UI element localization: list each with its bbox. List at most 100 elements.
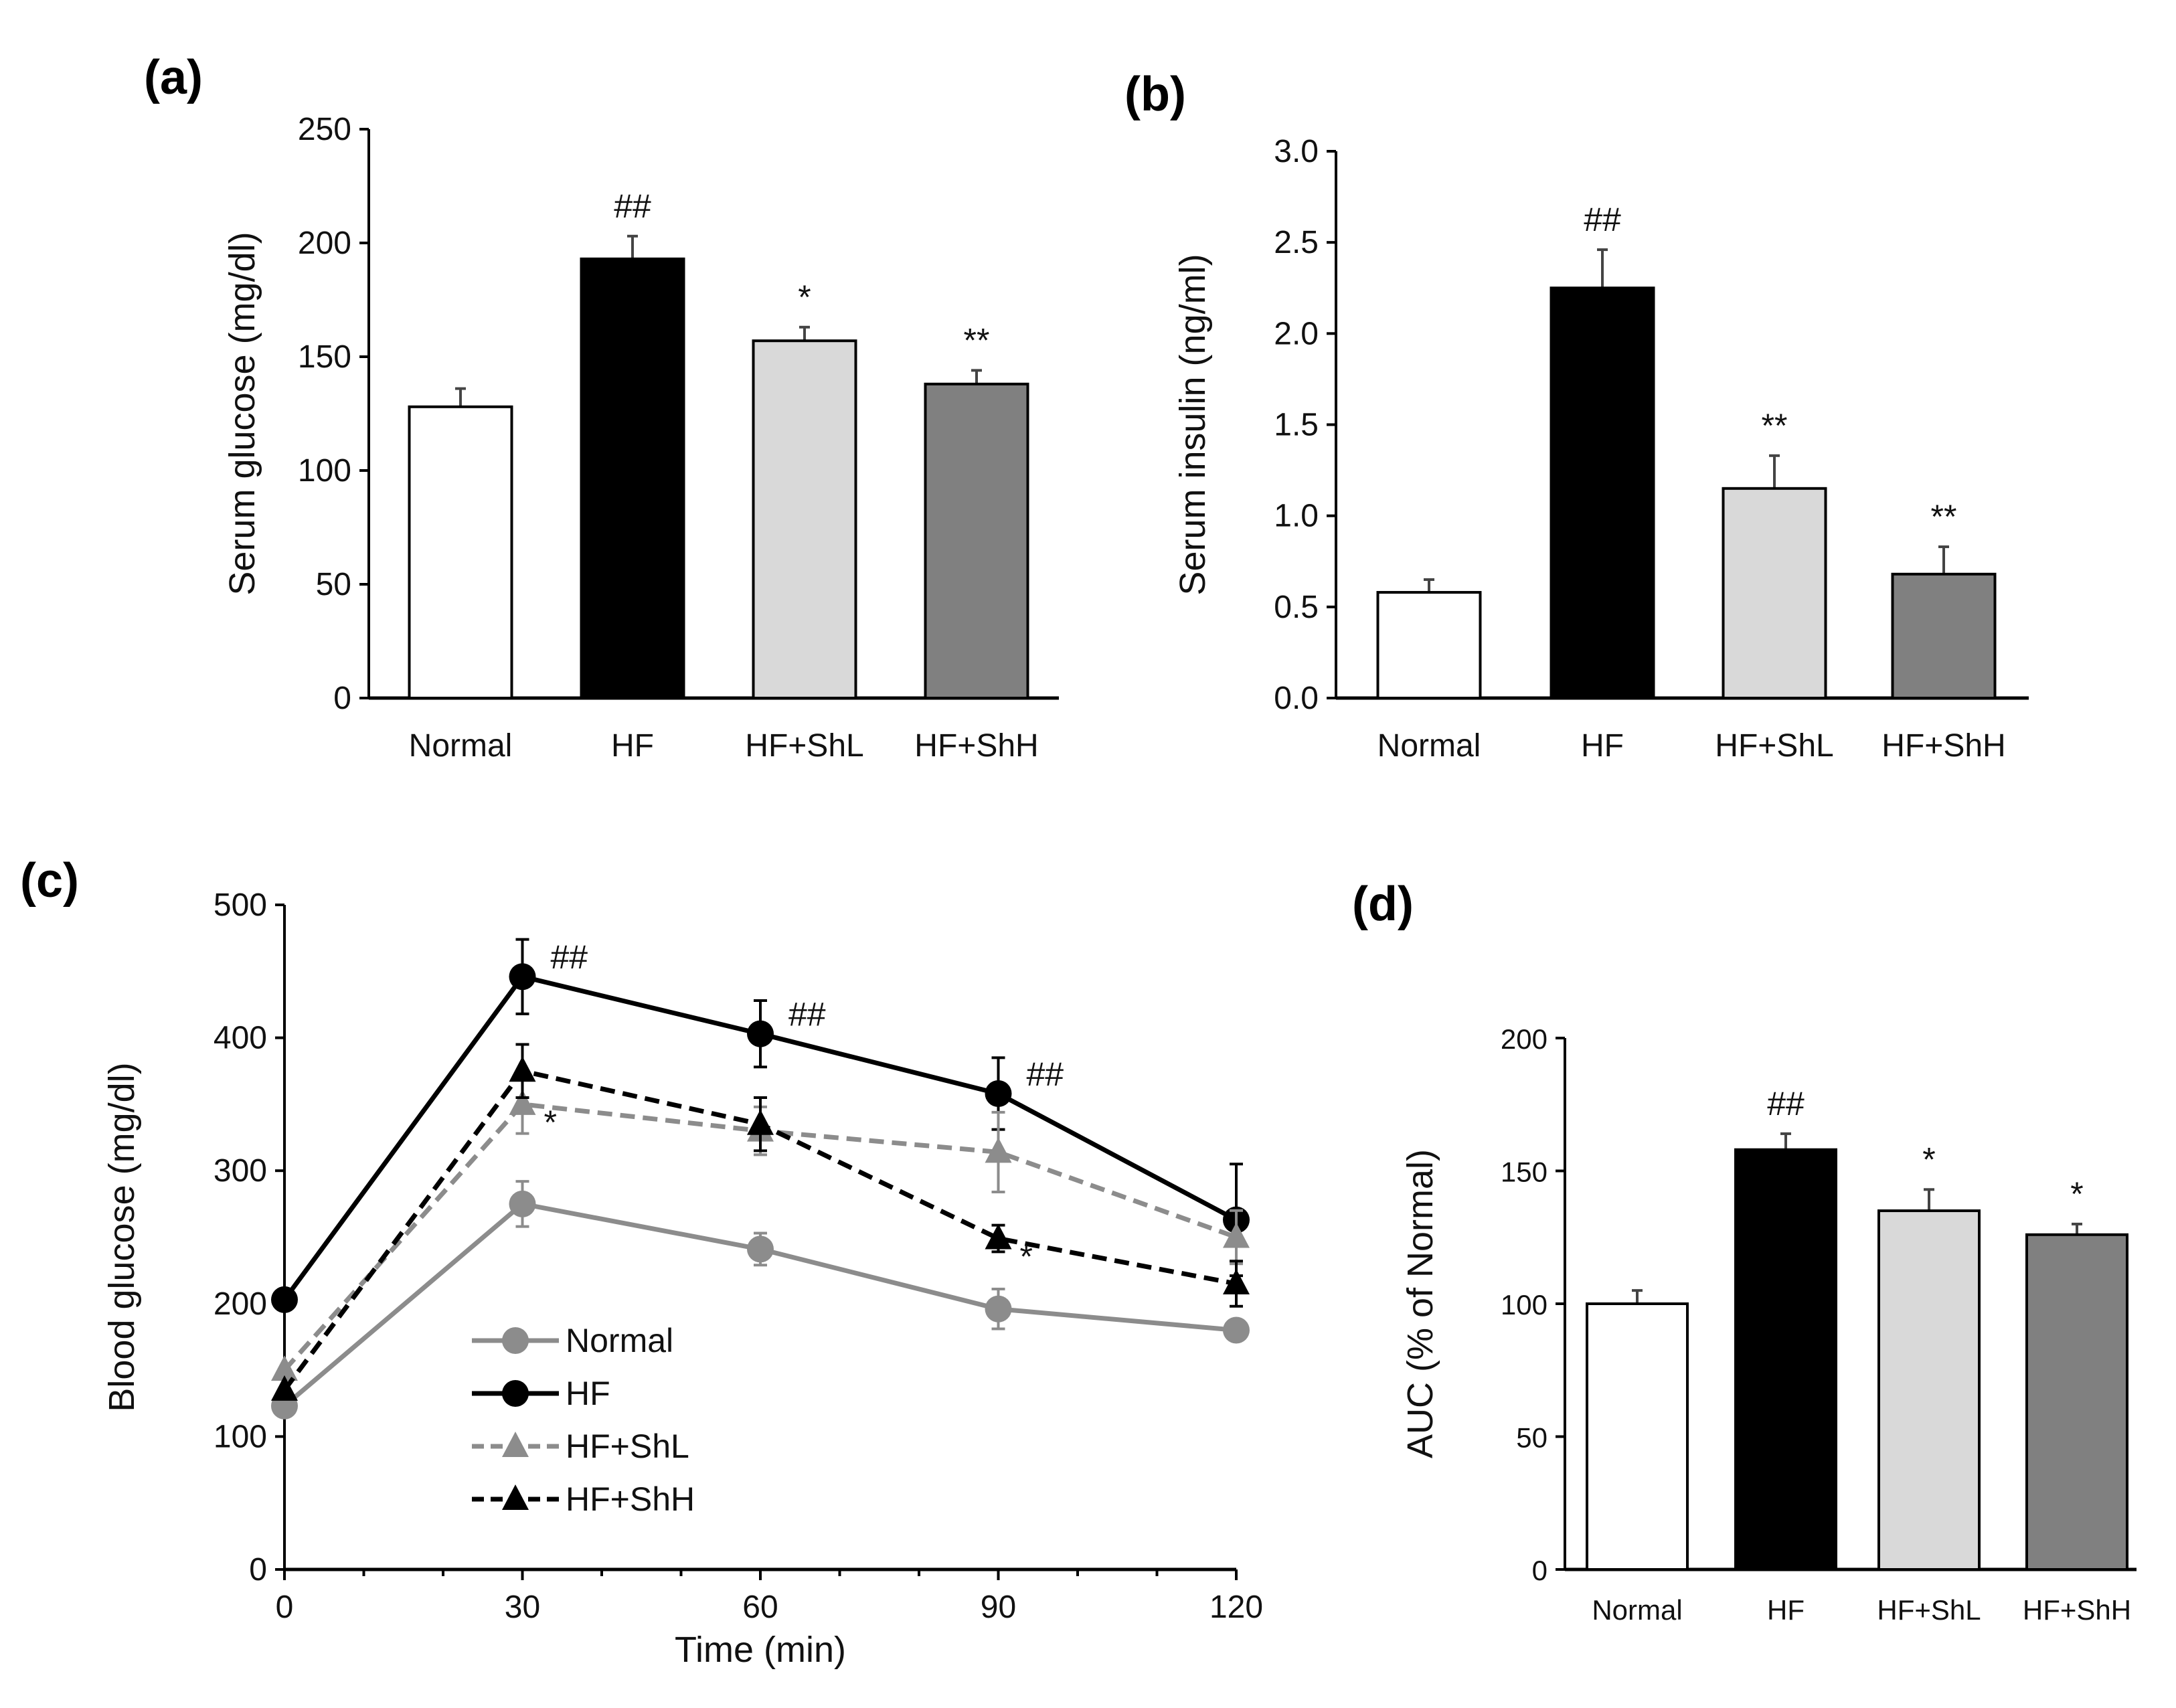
y-axis-title: Serum glucose (mg/dl) [222,232,262,595]
y-tick-label: 0.5 [1274,590,1319,625]
series-hf-shh: * [271,1043,1250,1401]
y-tick-label: 0 [333,681,351,716]
panel-label: (b) [1124,68,1186,121]
bar-hf-shh [1891,572,1997,700]
data-point [747,1235,774,1263]
y-axis-title: Blood glucose (mg/dl) [102,1062,142,1412]
legend-item: HF+ShH [472,1480,695,1518]
y-tick-label: 1.5 [1274,408,1319,443]
bar-hf [580,257,685,699]
data-point [502,1327,529,1354]
y-tick-label: 100 [298,453,351,489]
x-tick-label: 30 [505,1590,540,1625]
panel-b: (b) 0.0 0.5 1.0 1.5 2.0 2.5 3.0 Serum insulin (n… [1124,68,2029,764]
x-tick-label: HF [1581,728,1624,764]
y-tick-label: 500 [214,887,267,923]
significance-mark: ** [1762,407,1788,444]
bar-normal [1376,591,1482,700]
data-point [271,1355,298,1381]
x-tick-label: HF+ShL [1877,1594,1981,1626]
panel-d: (d) 0 50 100 150 200 AUC (% of Normal) Normal HF… [1352,877,2137,1626]
bar-hf [1734,1148,1837,1571]
y-tick-label: 100 [214,1419,267,1454]
x-tick-label: Normal [1592,1594,1682,1626]
x-tick-label: HF+ShH [2023,1594,2131,1626]
significance-mark: * [544,1104,557,1141]
significance-mark: ## [614,187,651,225]
bar-normal [1586,1302,1689,1571]
data-point [509,963,536,991]
bar-hf-shh [924,382,1029,699]
data-point [502,1380,529,1407]
legend-label: HF+ShH [566,1480,695,1518]
data-point [985,1223,1012,1250]
significance-mark: ** [964,321,990,359]
y-axis-title: AUC (% of Normal) [1400,1149,1440,1458]
legend-label: Normal [566,1322,673,1359]
y-tick-label: 150 [298,339,351,375]
legend-label: HF+ShL [566,1428,689,1465]
legend-item: HF+ShL [472,1428,689,1465]
bar-hf-shl [752,339,857,699]
bar-hf-shl [1722,487,1827,699]
x-tick-label: HF+ShH [1881,728,2005,764]
y-tick-label: 2.5 [1274,225,1319,260]
x-tick-label: 0 [276,1590,294,1625]
significance-mark: * [1020,1237,1033,1275]
x-tick-label: 120 [1209,1590,1263,1625]
bar-hf-shh [2025,1233,2128,1571]
significance-mark: ** [1931,498,1957,535]
y-tick-label: 150 [1501,1157,1547,1188]
data-point [509,1056,536,1082]
x-tick-label: 90 [981,1590,1016,1625]
data-point [747,1020,774,1047]
x-axis-title: Time (min) [675,1630,846,1670]
data-point [502,1484,529,1510]
x-tick-label: HF [611,728,654,764]
data-point [985,1137,1012,1163]
y-tick-label: 0 [1532,1555,1547,1586]
significance-mark: * [1922,1140,1935,1178]
data-point [985,1080,1012,1108]
data-point [502,1432,529,1457]
y-tick-label: 300 [214,1153,267,1189]
x-tick-label: Normal [1377,728,1481,764]
data-point [271,1286,298,1313]
y-tick-label: 50 [1516,1422,1547,1454]
y-axis-title: Serum insulin (ng/ml) [1173,254,1213,595]
data-point [509,1089,536,1115]
bar-hf [1550,286,1655,699]
legend-item: HF [472,1375,610,1412]
data-point [1223,1269,1250,1295]
significance-mark: ## [1767,1085,1805,1122]
y-tick-label: 400 [214,1021,267,1056]
significance-mark: ## [1584,201,1621,238]
series-normal [271,1180,1250,1420]
y-tick-label: 3.0 [1274,134,1319,169]
y-tick-label: 0 [249,1552,267,1588]
y-tick-label: 1.0 [1274,499,1319,534]
x-tick-label: 60 [742,1590,778,1625]
data-point [1223,1316,1250,1344]
significance-mark: * [2070,1175,2083,1213]
data-point [985,1295,1012,1322]
legend-label: HF [566,1375,610,1412]
bar-normal [408,405,513,699]
series-hf: ## ## ## [271,938,1250,1313]
x-tick-label: HF [1767,1594,1805,1626]
y-tick-label: 50 [316,567,351,602]
y-tick-label: 250 [298,112,351,147]
significance-mark: ## [788,996,826,1033]
x-tick-label: HF+ShL [1715,728,1833,764]
significance-mark: ## [551,938,588,976]
significance-mark: ## [1027,1055,1064,1093]
panel-label: (a) [144,51,203,104]
bar-hf-shl [1877,1209,1981,1571]
x-tick-label: Normal [409,728,513,764]
panel-label: (d) [1352,877,1414,931]
y-tick-label: 0.0 [1274,681,1319,716]
significance-mark: * [798,278,811,316]
data-point [1223,1222,1250,1248]
